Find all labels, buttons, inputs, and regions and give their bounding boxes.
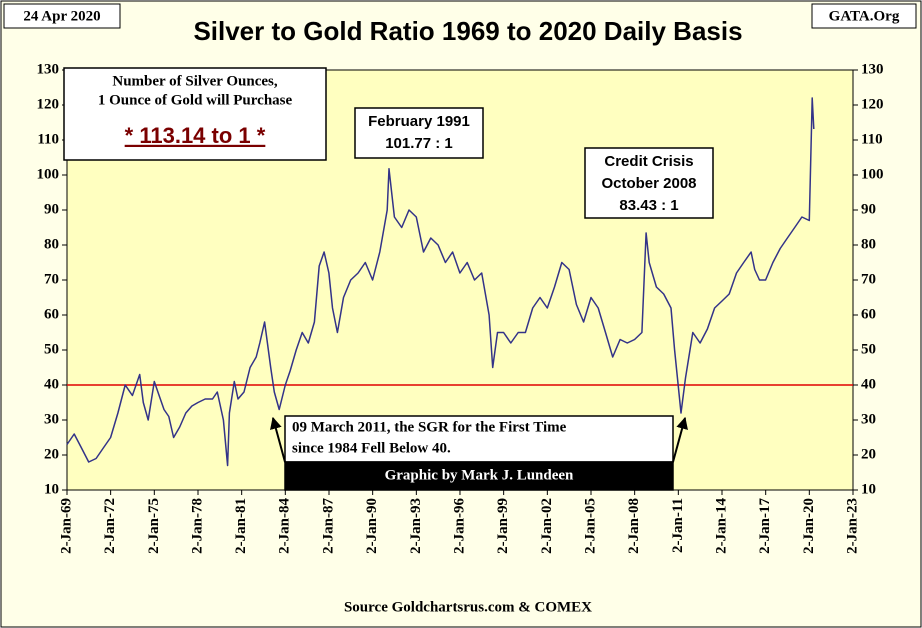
chart-title: Silver to Gold Ratio 1969 to 2020 Daily … [193,16,742,46]
x-tick-label: 2-Jan-23 [844,498,860,554]
x-tick-label: 2-Jan-78 [189,498,205,554]
date-box [3,3,121,29]
x-tick-label: 2-Jan-90 [364,498,380,554]
inset-value: * 113.14 to 1 * [125,123,266,148]
y-tick-label: 130 [37,61,60,77]
inset-text: Number of Silver Ounces, [112,73,278,89]
callout-text: October 2008 [601,175,696,192]
y-tick-label: 30 [44,411,59,427]
series-line [66,97,815,467]
x-tick-label: 2-Jan-75 [146,498,162,554]
callout-text: 83.43 : 1 [619,197,678,214]
y2-tick-label: 110 [861,131,883,147]
x-tick-label: 2-Jan-87 [320,498,336,554]
x-tick-label: 2-Jan-11 [670,498,686,553]
callout-text: 09 March 2011, the SGR for the First Tim… [292,419,567,435]
y-tick-label: 50 [44,341,59,357]
x-tick-label: 2-Jan-08 [626,498,642,554]
x-tick-label: 2-Jan-69 [58,498,74,554]
source: Source Goldchartsrus.com & COMEX [344,599,592,615]
x-tick-label: 2-Jan-81 [233,498,249,554]
x-tick-label: 2-Jan-84 [277,498,293,554]
inset-box [63,67,327,161]
y2-tick-label: 100 [861,166,884,182]
y-tick-label: 80 [44,236,59,252]
arrow [672,416,688,463]
y2-tick-label: 50 [861,341,876,357]
credit: Graphic by Mark J. Lundeen [385,467,574,483]
y2-tick-label: 20 [861,446,876,462]
x-tick-label: 2-Jan-05 [582,498,598,554]
y-tick-label: 120 [37,96,60,112]
x-tick-label: 2-Jan-17 [757,498,773,554]
y-tick-label: 10 [44,481,59,497]
arrow [270,416,286,463]
callout-box [284,415,674,463]
x-tick-label: 2-Jan-20 [801,498,817,554]
site-box [811,3,917,29]
callout-text: February 1991 [368,113,470,130]
y2-tick-label: 130 [861,61,884,77]
y2-tick-label: 80 [861,236,876,252]
date-label: 24 Apr 2020 [23,8,100,24]
x-tick-label: 2-Jan-96 [451,498,467,554]
y-tick-label: 60 [44,306,59,322]
callout-text: since 1984 Fell Below 40. [292,440,451,456]
y2-tick-label: 90 [861,201,876,217]
y-tick-label: 110 [37,131,59,147]
y2-tick-label: 30 [861,411,876,427]
y2-tick-label: 120 [861,96,884,112]
credit-box [284,461,674,491]
x-tick-label: 2-Jan-72 [102,498,118,554]
x-tick-label: 2-Jan-93 [408,498,424,554]
callout-box [354,107,484,159]
y-tick-label: 90 [44,201,59,217]
y-tick-label: 70 [44,271,59,287]
callout-text: Credit Crisis [604,153,693,170]
callout-box [584,147,714,219]
y2-tick-label: 60 [861,306,876,322]
y2-tick-label: 40 [861,376,876,392]
y2-tick-label: 70 [861,271,876,287]
inset-text: 1 Ounce of Gold will Purchase [98,92,293,108]
site-label: GATA.Org [829,8,900,24]
callout-text: 101.77 : 1 [385,135,453,152]
x-tick-label: 2-Jan-02 [539,498,555,554]
x-tick-label: 2-Jan-99 [495,498,511,554]
y-tick-label: 20 [44,446,59,462]
y-tick-label: 40 [44,376,59,392]
y2-tick-label: 10 [861,481,876,497]
x-tick-label: 2-Jan-14 [713,498,729,554]
y-tick-label: 100 [37,166,60,182]
